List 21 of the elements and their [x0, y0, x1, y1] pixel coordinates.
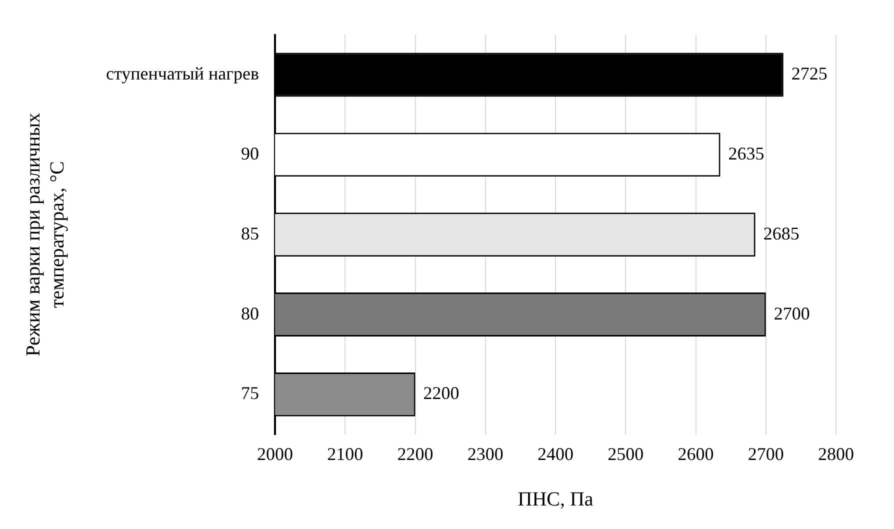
x-tick-label: 2800 [818, 444, 854, 464]
data-label: 2700 [774, 303, 810, 324]
x-tick-label: 2600 [678, 444, 714, 464]
y-tick-label: 80 [241, 303, 260, 324]
y-tick-label: 90 [241, 143, 260, 164]
data-label: 2200 [423, 383, 460, 404]
data-label: 2685 [763, 223, 800, 244]
y-axis-title: Режим варки при различных температурах, °С [22, 112, 68, 356]
x-axis-title: ПНС, Па [518, 488, 594, 510]
x-tick-label: 2400 [538, 444, 574, 464]
x-tick-label: 2100 [327, 444, 364, 464]
x-tick-label: 2000 [257, 444, 294, 464]
data-label: 2725 [791, 63, 828, 84]
y-tick-label: 85 [241, 223, 260, 244]
x-tick-label: 2300 [467, 444, 504, 464]
x-tick-label: 2700 [748, 444, 784, 464]
x-tick-label: 2200 [397, 444, 434, 464]
y-tick-label: 75 [241, 383, 260, 404]
y-tick-label: ступенчатый нагрев [106, 63, 260, 84]
x-tick-label: 2500 [608, 444, 644, 464]
data-label: 2635 [728, 143, 764, 164]
